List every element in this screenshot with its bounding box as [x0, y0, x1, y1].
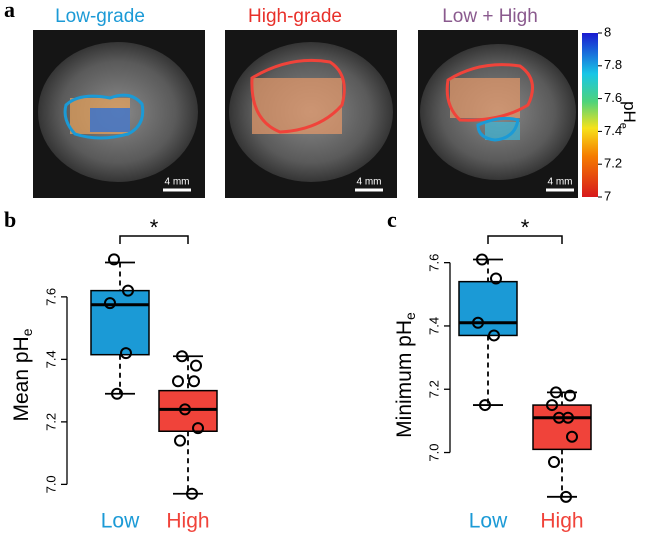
y-axis-label-main: Mean pH [10, 336, 33, 421]
y-axis-label: Mean pHe [10, 328, 35, 421]
panel-label: c [387, 207, 397, 232]
image-title: Low + High [442, 6, 538, 27]
data-point [186, 487, 198, 500]
y-tick-label: 7.4 [426, 317, 441, 335]
y-axis-label: Minimum pHe [393, 312, 418, 438]
significance-bracket [119, 235, 189, 244]
data-point [472, 316, 484, 329]
data-point [188, 375, 200, 388]
x-tick-label: High [166, 510, 209, 533]
y-tick-label: 7.6 [43, 288, 58, 306]
colorbar-tick-label: 8 [604, 24, 611, 39]
y-tick-label: 7.0 [426, 443, 441, 461]
panel-label: b [4, 207, 16, 232]
scale-bar-label: 4 mm [165, 177, 190, 188]
data-point [553, 411, 565, 424]
mri-image [33, 30, 205, 198]
y-axis-label-main: Minimum pH [393, 320, 416, 438]
colorbar-label-sub: e [617, 123, 629, 129]
y-tick-label: 7.2 [43, 413, 58, 431]
significance-bracket [487, 235, 563, 244]
colorbar-label-main: pH [620, 101, 639, 123]
colorbar-tick-label: 7.4 [604, 123, 622, 138]
data-point [111, 387, 123, 400]
colorbar-tick-label: 7 [604, 188, 611, 203]
colorbar [582, 33, 598, 197]
scale-bar-label: 4 mm [357, 177, 382, 188]
data-point [176, 350, 188, 363]
box [458, 280, 518, 337]
mri-image [225, 30, 397, 198]
data-point [560, 490, 572, 503]
panel-label: a [4, 0, 15, 22]
y-axis-label-sub: e [402, 312, 418, 320]
colorbar-tick-label: 7.6 [604, 90, 622, 105]
data-point [476, 253, 488, 266]
mri-image [418, 30, 578, 198]
box [90, 289, 150, 356]
data-point [179, 403, 191, 416]
colorbar-label: pHe [617, 101, 638, 129]
significance-label: * [150, 215, 159, 240]
y-tick-label: 7.4 [43, 350, 58, 368]
data-point [479, 399, 491, 412]
y-axis-label-sub: e [19, 328, 35, 336]
data-point [550, 386, 562, 399]
data-point [566, 430, 578, 443]
data-point [548, 456, 560, 469]
box [158, 389, 218, 432]
data-point [190, 359, 202, 372]
data-point [564, 389, 576, 402]
x-tick-label: Low [101, 510, 140, 533]
y-tick-label: 7.6 [426, 254, 441, 272]
data-point [174, 434, 186, 447]
data-point [192, 422, 204, 435]
colorbar-tick-label: 7.2 [604, 156, 622, 171]
scale-bar-label: 4 mm [548, 177, 573, 188]
y-tick-label: 7.0 [43, 475, 58, 493]
data-point [172, 375, 184, 388]
box [532, 404, 592, 451]
y-tick-label: 7.2 [426, 380, 441, 398]
colorbar-tick-label: 7.8 [604, 57, 622, 72]
data-point [488, 329, 500, 342]
image-title: Low-grade [55, 6, 145, 27]
image-title: High-grade [248, 6, 342, 27]
x-tick-label: Low [469, 510, 508, 533]
data-point [104, 297, 116, 310]
data-point [108, 253, 120, 266]
data-point [490, 272, 502, 285]
significance-label: * [521, 215, 530, 240]
data-point [120, 347, 132, 360]
data-point [546, 399, 558, 412]
data-point [122, 284, 134, 297]
x-tick-label: High [540, 510, 583, 533]
